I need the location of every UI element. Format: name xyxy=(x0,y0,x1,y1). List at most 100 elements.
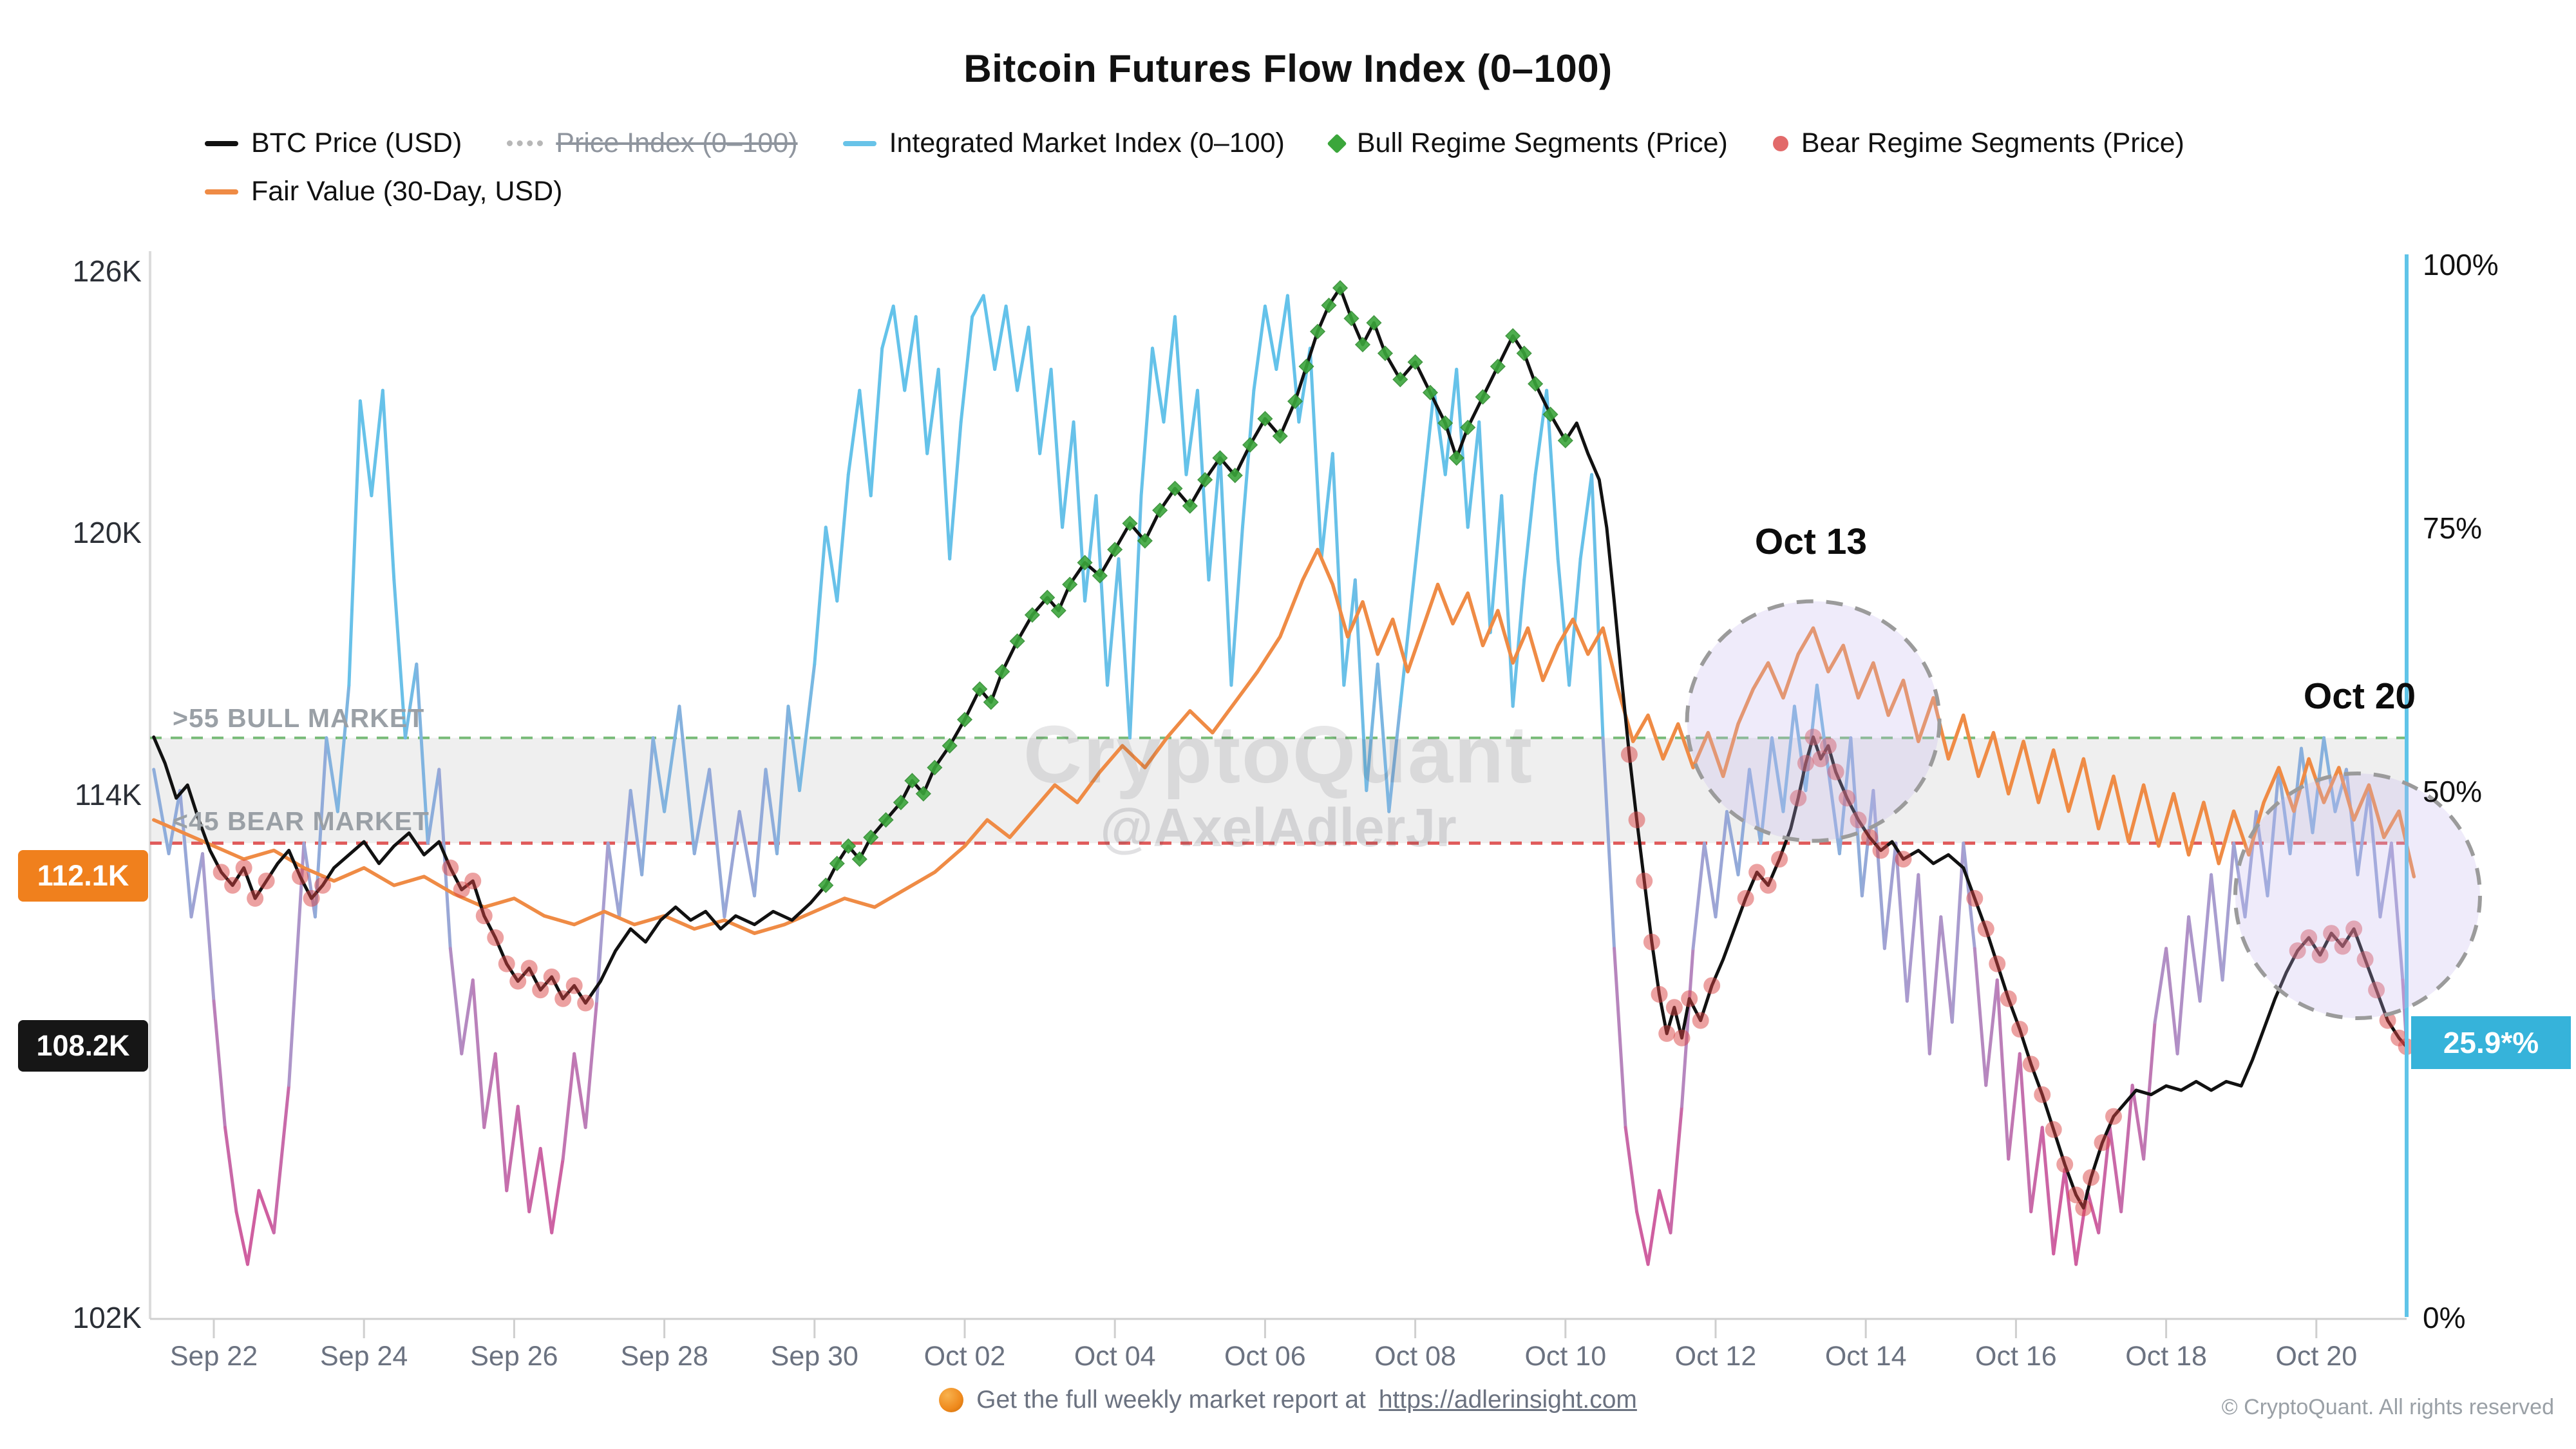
bear-threshold-label: <45 BEAR MARKET xyxy=(173,806,430,836)
integrated-index-line-segment xyxy=(403,662,419,740)
integrated-index-line-segment xyxy=(223,1126,238,1213)
orange-dot-icon xyxy=(939,1388,964,1412)
bear-regime-marker xyxy=(247,890,264,907)
integrated-index-line-segment xyxy=(1218,451,1233,687)
bear-regime-marker xyxy=(520,960,538,977)
bear-regime-marker xyxy=(2334,938,2351,955)
bear-regime-marker xyxy=(314,876,332,894)
bear-regime-marker xyxy=(1748,864,1766,881)
integrated-index-line-segment xyxy=(234,1210,249,1266)
integrated-index-line-segment xyxy=(1274,294,1289,371)
integrated-index-line-segment xyxy=(1613,947,1627,1130)
bull-regime-marker xyxy=(1152,502,1168,518)
integrated-index-line-segment xyxy=(981,294,997,371)
bear-regime-marker xyxy=(1643,933,1660,951)
bull-regime-marker xyxy=(1122,515,1138,531)
fair-value-line xyxy=(151,547,2416,935)
x-tick-label: Oct 02 xyxy=(923,1341,1006,1372)
bear-regime-marker xyxy=(2323,925,2340,942)
bear-regime-marker xyxy=(2105,1108,2122,1125)
bear-regime-marker xyxy=(464,872,482,889)
bear-regime-marker xyxy=(554,990,572,1007)
integrated-index-line-segment xyxy=(347,399,362,687)
bear-regime-marker xyxy=(2300,929,2318,946)
legend-item-fair-value[interactable]: Fair Value (30-Day, USD) xyxy=(205,176,562,207)
integrated-index-line-segment xyxy=(1387,705,1402,813)
bear-regime-marker xyxy=(532,981,549,999)
bear-regime-marker xyxy=(1651,985,1668,1003)
integrated-index-line-segment xyxy=(1725,810,1740,876)
bear-regime-marker xyxy=(2056,1156,2074,1173)
integrated-index-line-segment xyxy=(2210,873,2224,982)
integrated-index-line-segment xyxy=(1973,947,1988,1087)
integrated-index-line-segment xyxy=(2367,789,2382,919)
bear-regime-marker xyxy=(543,968,560,985)
bull-regime-marker xyxy=(1227,468,1243,484)
integrated-index-line-segment xyxy=(813,526,828,666)
integrated-index-line-segment xyxy=(764,768,779,856)
y-left-tick-label: 126K xyxy=(72,254,142,288)
integrated-index-line-segment xyxy=(1477,420,1492,634)
bull-regime-marker xyxy=(1309,323,1326,339)
bull-regime-marker xyxy=(1437,415,1454,431)
legend-row-2: Fair Value (30-Day, USD) xyxy=(205,176,2459,207)
legend-item-btc-price[interactable]: BTC Price (USD) xyxy=(205,128,462,159)
integrated-index-line-segment xyxy=(948,420,963,561)
integrated-index-line-segment xyxy=(1984,978,1999,1087)
integrated-index-line-segment xyxy=(167,789,182,856)
integrated-index-line-segment xyxy=(583,999,599,1130)
legend-item-bull-regime[interactable]: Bull Regime Segments (Price) xyxy=(1327,128,1728,159)
footer-link[interactable]: https://adlerinsight.com xyxy=(1378,1386,1637,1414)
integrated-index-line-segment xyxy=(925,368,940,455)
fair-value-line-swatch-icon xyxy=(205,189,238,194)
integrated-index-line-segment xyxy=(824,526,839,603)
btc-price-last-badge: 108.2K xyxy=(18,1020,148,1072)
integrated-index-line-segment xyxy=(1083,494,1098,603)
bull-regime-marker xyxy=(1422,384,1438,401)
integrated-index-line-segment xyxy=(550,1157,565,1235)
bull-regime-marker xyxy=(1272,428,1288,444)
integrated-index-line-segment xyxy=(1488,494,1504,634)
annotation-oct20: Oct 20 xyxy=(2303,676,2416,717)
bear-regime-marker xyxy=(2368,981,2385,999)
bear-regime-marker xyxy=(2011,1021,2029,1038)
bull-regime-marker xyxy=(1107,542,1123,558)
integrated-index-line-segment xyxy=(381,388,396,582)
bull-regime-marker xyxy=(927,759,943,775)
integrated-index-line-segment xyxy=(1455,368,1470,529)
integrated-index-line-segment xyxy=(201,852,216,1003)
integrated-index-line-segment xyxy=(2187,915,2202,1003)
bear-regime-marker xyxy=(2379,1012,2396,1029)
bear-regime-marker xyxy=(1966,890,1984,907)
legend-item-bear-regime[interactable]: Bear Regime Segments (Price) xyxy=(1772,128,2184,159)
bull-regime-marker xyxy=(972,681,988,697)
bull-regime-marker xyxy=(1343,310,1359,327)
x-tick-label: Oct 16 xyxy=(1975,1341,2057,1372)
bull-diamond-swatch-icon xyxy=(1327,133,1347,154)
integrated-index-line-segment xyxy=(618,789,632,919)
integrated-index-line-segment xyxy=(2119,1083,2134,1213)
legend-item-price-index[interactable]: Price Index (0–100) xyxy=(507,128,798,159)
bear-regime-marker xyxy=(1790,790,1807,807)
bull-regime-marker xyxy=(840,838,857,854)
legend-item-integrated-index[interactable]: Integrated Market Index (0–100) xyxy=(842,128,1285,159)
integrated-index-line-segment xyxy=(1556,557,1571,687)
bull-regime-marker xyxy=(1460,419,1476,435)
integrated-index-line-segment xyxy=(858,388,873,498)
integrated-index-line-segment xyxy=(1714,810,1728,919)
x-tick-label: Sep 24 xyxy=(320,1341,408,1372)
bull-regime-marker xyxy=(818,877,834,893)
bear-regime-marker xyxy=(1819,737,1837,755)
bull-regime-marker xyxy=(893,794,909,811)
bear-regime-marker xyxy=(235,859,252,876)
bull-regime-marker xyxy=(1137,533,1153,549)
bear-regime-marker xyxy=(1673,1029,1690,1046)
bull-regime-marker xyxy=(863,829,879,846)
bear-regime-marker xyxy=(2022,1056,2040,1073)
x-tick-label: Oct 12 xyxy=(1674,1341,1757,1372)
integrated-index-line-segment xyxy=(1151,346,1166,424)
integrated-index-line-segment xyxy=(2175,915,2191,1056)
bull-regime-marker xyxy=(1448,450,1464,466)
integrated-index-line-segment xyxy=(1703,841,1718,919)
bull-regime-marker xyxy=(1050,603,1066,619)
